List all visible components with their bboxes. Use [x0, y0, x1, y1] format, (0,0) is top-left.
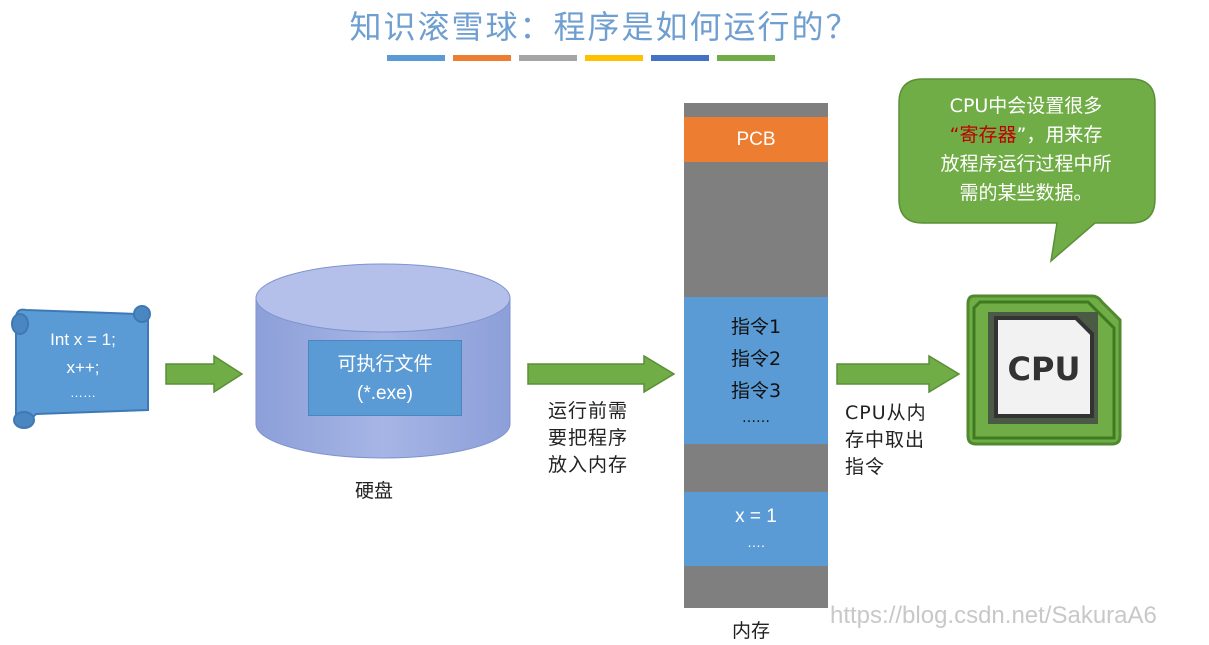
instruction: 指令1 — [730, 316, 782, 338]
instruction-ellipsis: …… — [742, 410, 770, 426]
load-line: 运行前需 — [548, 400, 629, 422]
speech-bubble-icon — [898, 78, 1156, 263]
watermark: https://blog.csdn.net/SakuraA6 — [830, 602, 1157, 629]
title-stripe-orange — [453, 55, 511, 61]
arrow-right-icon — [165, 354, 244, 394]
arrow-right-icon — [836, 354, 961, 394]
fetch-line: 存中取出 — [845, 429, 926, 451]
fetch-description: CPU从内 存中取出 指令 — [845, 400, 955, 481]
file-name: 可执行文件 — [337, 353, 433, 375]
instruction: 指令2 — [730, 348, 782, 370]
bubble-text: CPU中会设置很多 “寄存器”，用来存 放程序运行过程中所 需的某些数据。 — [916, 92, 1136, 208]
load-line: 要把程序 — [548, 427, 629, 449]
source-scroll-icon — [11, 305, 151, 429]
code-line: …… — [70, 385, 96, 400]
disk-label: 硬盘 — [355, 480, 394, 502]
register-highlight: 寄存器 — [959, 124, 1017, 146]
bubble-line: CPU中会设置很多 — [949, 95, 1103, 117]
instruction-segment: 指令1 指令2 指令3 …… — [684, 297, 828, 444]
cpu-chip-icon: CPU — [966, 294, 1122, 446]
bubble-line: “寄存器”，用来存 — [916, 121, 1136, 150]
memory-block: PCB 指令1 指令2 指令3 …… x = 1 …. — [684, 103, 828, 608]
bubble-line: 需的某些数据。 — [959, 182, 1093, 204]
pcb-segment: PCB — [684, 117, 828, 162]
page-title: 知识滚雪球：程序是如何运行的？ — [349, 8, 860, 46]
data-value: x = 1 — [735, 506, 777, 527]
memory-label: 内存 — [732, 620, 771, 642]
quote-open: “ — [949, 124, 960, 146]
data-ellipsis: …. — [747, 534, 765, 550]
data-segment: x = 1 …. — [684, 492, 828, 566]
source-code: Int x = 1; x++; …… — [28, 326, 138, 404]
file-extension: (*.exe) — [357, 383, 413, 404]
cpu-chip-label: CPU — [1008, 350, 1081, 388]
title-stripe-gray — [519, 55, 577, 61]
instruction: 指令3 — [730, 380, 782, 402]
title-stripe-blue — [387, 55, 445, 61]
quote-close: ”，用来存 — [1016, 124, 1103, 146]
code-line: Int x = 1; — [50, 330, 116, 349]
title-stripe-yellow — [585, 55, 643, 61]
fetch-line: CPU从内 — [845, 402, 927, 424]
executable-file: 可执行文件 (*.exe) — [308, 340, 462, 416]
title-stripe-green — [717, 55, 775, 61]
title-stripe-darkblue — [651, 55, 709, 61]
code-line: x++; — [66, 358, 100, 377]
fetch-line: 指令 — [845, 456, 886, 478]
bubble-line: 放程序运行过程中所 — [940, 153, 1112, 175]
arrow-right-icon — [527, 354, 676, 394]
load-description: 运行前需 要把程序 放入内存 — [548, 398, 658, 479]
load-line: 放入内存 — [548, 454, 629, 476]
